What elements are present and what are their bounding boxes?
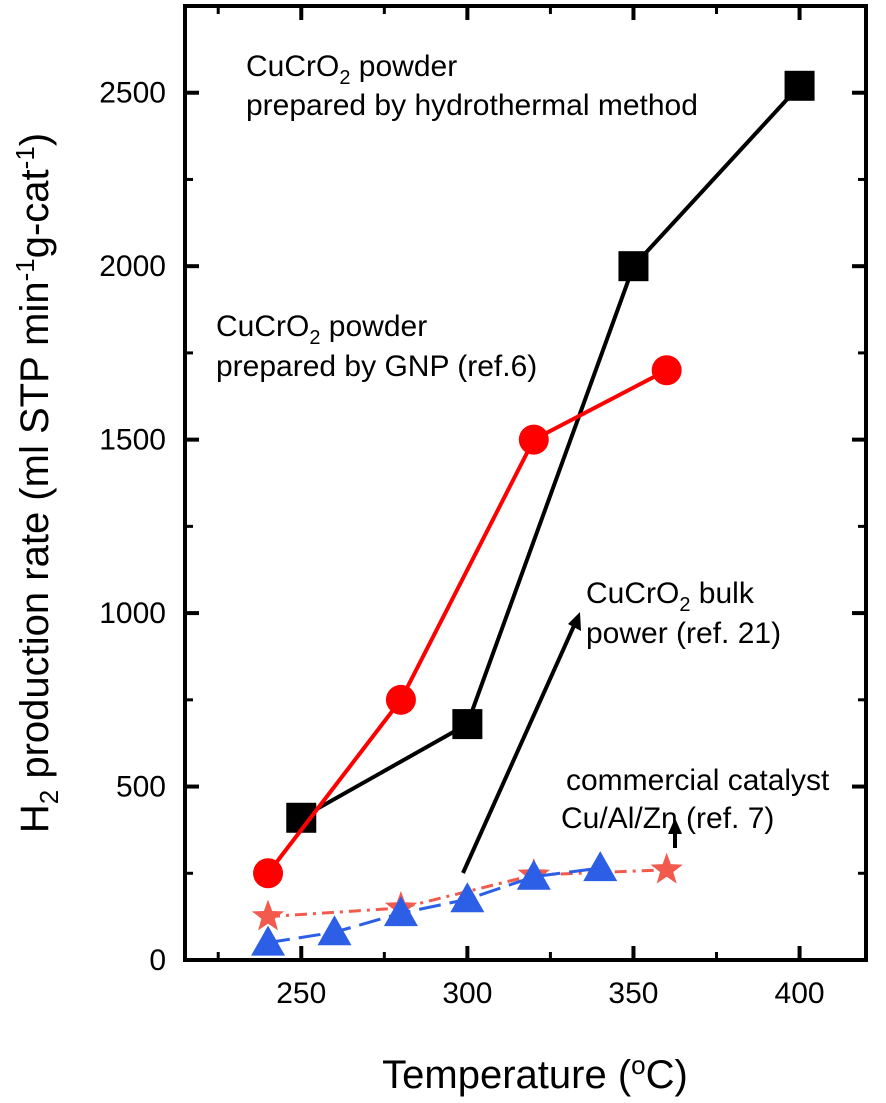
data-point-triangle: [317, 915, 352, 946]
data-point-square: [452, 709, 483, 740]
series-layer: [251, 70, 815, 956]
y-tick-label: 2000: [99, 250, 166, 283]
data-point-circle: [651, 355, 682, 386]
annotation-bulk-line2: power (ref. 21): [586, 617, 781, 650]
series-line-circle: [266, 368, 668, 875]
x-tick-label: 250: [276, 977, 326, 1010]
x-tick-label: 300: [442, 977, 492, 1010]
annotation-commercial-line1: commercial catalyst: [566, 764, 830, 797]
annotation-gnp-line1: CuCrO2 powder: [216, 310, 427, 349]
data-point-circle: [385, 684, 416, 715]
x-tick-label: 350: [608, 977, 658, 1010]
tick-labels: 250 300 350 400 0 500 1000 1500 2000 2500: [99, 77, 824, 1010]
data-point-circle: [253, 858, 284, 889]
y-tick-label: 500: [116, 771, 166, 804]
series-square: [286, 70, 815, 833]
annotation-arrows: [461, 612, 682, 874]
axis-ticks: [185, 6, 866, 962]
annotation-gnp-line2: prepared by GNP (ref.6): [216, 350, 537, 383]
data-point-triangle: [251, 925, 286, 956]
data-point-square: [618, 251, 649, 282]
data-point-star: [650, 852, 683, 884]
x-tick-label: 400: [775, 977, 825, 1010]
annotation-bulk-line1: CuCrO2 bulk: [586, 577, 755, 616]
series-triangle: [251, 851, 618, 956]
annotations: CuCrO2 powder prepared by hydrothermal m…: [216, 50, 830, 835]
arrow-bulk-power-head: [568, 612, 581, 631]
annotation-hydrothermal-line2: prepared by hydrothermal method: [246, 89, 698, 122]
y-tick-label: 0: [149, 944, 166, 977]
data-point-circle: [518, 424, 549, 455]
y-tick-label: 2500: [99, 77, 166, 110]
series-line-triangle: [267, 866, 601, 945]
series-circle: [253, 355, 682, 889]
arrow-commercial-head: [668, 818, 682, 834]
data-point-triangle: [383, 896, 418, 927]
annotation-hydrothermal-line1: CuCrO2 powder: [246, 50, 457, 89]
y-tick-label: 1000: [99, 597, 166, 630]
plot-frame: [183, 4, 868, 962]
annotation-commercial-line2: Cu/Al/Zn (ref. 7): [561, 802, 774, 835]
data-point-triangle: [516, 859, 551, 890]
y-tick-label: 1500: [99, 424, 166, 457]
data-point-square: [784, 70, 815, 101]
data-point-triangle: [583, 851, 618, 882]
data-point-triangle: [450, 882, 485, 913]
data-point-star: [251, 899, 285, 931]
x-axis-title: Temperature (oC): [382, 1050, 688, 1097]
series-line-square: [300, 84, 802, 820]
y-axis-title: H2 production rate (ml STP min-1g-cat-1): [10, 133, 64, 833]
arrow-bulk-power: [461, 618, 579, 874]
